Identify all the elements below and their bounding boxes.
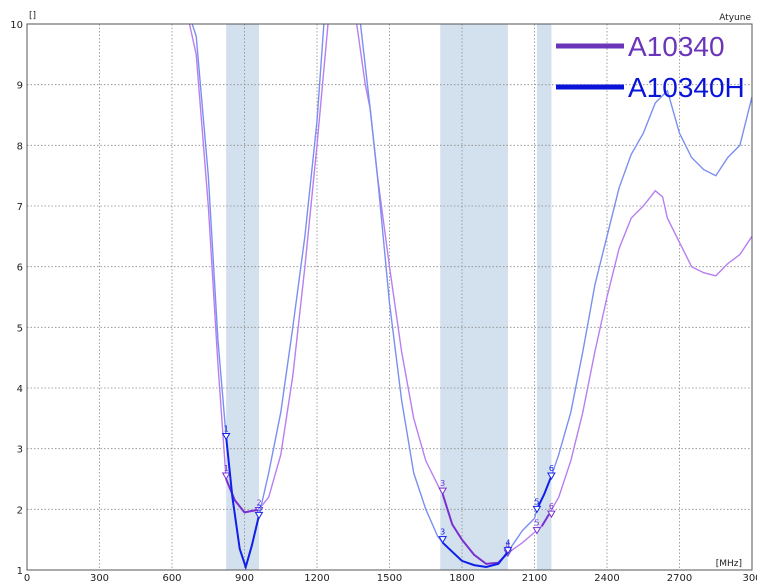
y-tick-label: 3 [17,445,23,456]
x-tick-label: 1200 [304,573,329,583]
marker-label: 6 [549,502,554,511]
marker-label: 2 [256,499,261,508]
frequency-band-1 [226,24,259,570]
plot-frame [26,23,753,571]
legend: A10340 A10340H [556,31,745,103]
y-tick-label: 9 [17,81,23,92]
marker-label: 2 [256,503,261,512]
marker-5-A10340H [532,505,542,514]
x-tick-label: 2700 [667,573,692,583]
marker-6-A10340 [547,510,556,519]
legend-label: A10340 [628,31,725,62]
x-tick-label: 1500 [377,573,402,583]
marker-label: 3 [440,528,445,537]
x-tick-label: 900 [235,573,254,583]
x-tick-label: 1800 [449,573,474,583]
marker-3-A10340 [438,487,448,496]
y-tick-label: 6 [17,263,23,274]
marker-label: 4 [505,541,510,550]
frequency-band-3 [536,24,552,570]
x-tick-label: 2400 [594,573,619,583]
x-tick-label: 300 [742,573,757,583]
marker-3-A10340H [438,536,448,544]
series-band-segment-A10340H [225,436,260,570]
marker-1-A10340H [221,433,231,441]
marker-4-A10340H [503,547,513,555]
marker-label: 4 [505,539,510,548]
marker-label: 6 [549,464,554,473]
series-band-segment-A10340H [442,541,509,569]
x-tick-label: 2100 [522,573,547,583]
corner-label: Atyune [719,13,751,23]
y-tick-label: 4 [17,384,23,395]
legend-label: A10340H [628,72,745,103]
marker-label: 1 [224,425,229,434]
x-tick-label: 600 [162,573,181,583]
plot-area: 0 300 600 900 1200 1500 1800 2100 2400 2700 300 1 2 3… [10,20,757,583]
marker-6-A10340H [547,472,556,480]
y-tick-label: 1 [17,566,23,577]
series-band-segment-A10340 [540,513,550,527]
marker-2-A10340H [254,511,264,520]
marker-1-A10340 [221,472,231,480]
y-unit-label: [] [29,11,36,21]
marker-label: 5 [534,519,539,528]
x-tick-label: 0 [24,573,30,583]
x-unit-label: [MHz] [716,559,742,569]
x-tick-label: 300 [90,573,109,583]
marker-5-A10340 [532,527,542,535]
y-tick-label: 2 [17,505,23,516]
marker-label: 3 [440,479,445,488]
marker-label: 1 [224,464,229,473]
marker-label: 5 [534,497,539,506]
frequency-band-2 [440,24,508,570]
y-tick-label: 8 [17,141,23,152]
y-tick-label: 10 [10,20,23,31]
y-tick-label: 7 [17,202,23,213]
series-band-segment-A10340H [535,475,553,510]
y-tick-label: 5 [17,323,23,334]
